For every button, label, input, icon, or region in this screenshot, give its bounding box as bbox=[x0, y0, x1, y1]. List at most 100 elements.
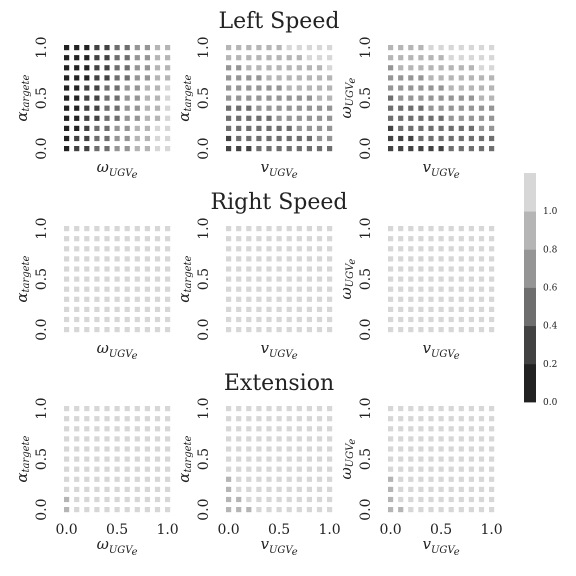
heatmap-cell bbox=[438, 115, 444, 121]
heatmap-cell bbox=[388, 236, 394, 242]
x-axis-label: vUGVe bbox=[261, 158, 298, 181]
heatmap-cell bbox=[408, 226, 414, 232]
heatmap-cell bbox=[316, 426, 323, 432]
heatmap-cell bbox=[327, 95, 333, 101]
heatmap-cell bbox=[104, 436, 110, 442]
heatmap-cell bbox=[316, 95, 323, 101]
heatmap-cell bbox=[458, 125, 464, 131]
heatmap-cell bbox=[478, 316, 485, 323]
heatmap-cell bbox=[438, 306, 444, 312]
heatmap-cell bbox=[468, 135, 474, 142]
heatmap-cell bbox=[74, 246, 80, 252]
heatmap-cell bbox=[489, 146, 495, 152]
heatmap-cell bbox=[266, 436, 272, 442]
heatmap-cell bbox=[104, 406, 110, 412]
heatmap-cell bbox=[489, 286, 495, 292]
heatmap-cell bbox=[124, 496, 130, 503]
heatmap-cell bbox=[94, 426, 100, 432]
heatmap-cell bbox=[94, 316, 100, 323]
y-tick-label: 0.5 bbox=[196, 87, 212, 109]
heatmap-cell bbox=[468, 507, 474, 513]
heatmap-cell bbox=[418, 55, 424, 61]
heatmap-cell bbox=[256, 256, 262, 262]
heatmap-cell bbox=[94, 45, 100, 51]
heatmap-cell bbox=[468, 105, 474, 111]
heatmap-cell bbox=[306, 316, 312, 323]
heatmap-cell bbox=[94, 406, 100, 412]
heatmap-cell bbox=[154, 486, 161, 492]
heatmap-cell bbox=[114, 85, 120, 91]
heatmap-cell bbox=[418, 115, 424, 121]
x-tick-label: 0.0 bbox=[379, 522, 401, 538]
heatmap-cell bbox=[316, 476, 323, 482]
heatmap-cell bbox=[74, 436, 80, 442]
y-tick-label: 0.5 bbox=[34, 268, 50, 290]
heatmap-cell bbox=[246, 146, 252, 152]
heatmap-cell bbox=[144, 246, 150, 252]
heatmap-cell bbox=[398, 316, 404, 323]
heatmap-cell bbox=[489, 55, 495, 61]
heatmap-cell bbox=[64, 296, 70, 302]
heatmap-cell bbox=[468, 456, 474, 462]
heatmap-cell bbox=[306, 456, 312, 462]
heatmap-cell bbox=[266, 95, 272, 101]
heatmap-cell bbox=[286, 95, 292, 101]
heatmap-cell bbox=[448, 276, 454, 282]
heatmap-cell bbox=[266, 306, 272, 312]
heatmap-cell bbox=[246, 266, 252, 272]
heatmap-cell bbox=[327, 256, 333, 262]
heatmap-cell bbox=[398, 466, 404, 472]
heatmap-cell bbox=[327, 496, 333, 503]
heatmap-cell bbox=[246, 296, 252, 302]
heatmap-cell bbox=[134, 55, 140, 61]
x-axis-label: ωUGVe bbox=[97, 158, 138, 181]
heatmap-cell bbox=[144, 426, 150, 432]
heatmap-cell bbox=[84, 416, 90, 422]
heatmap-cell bbox=[448, 95, 454, 101]
y-axis-label-subsubscript: e bbox=[347, 439, 358, 445]
heatmap-cell bbox=[114, 476, 120, 482]
heatmap-cell bbox=[478, 115, 485, 121]
x-axis-label: ωUGVe bbox=[97, 535, 138, 558]
heatmap-cell bbox=[276, 456, 282, 462]
heatmap-cell bbox=[134, 65, 140, 71]
heatmap-cell bbox=[246, 65, 252, 71]
heatmap-cell bbox=[306, 306, 312, 312]
heatmap-cell bbox=[144, 286, 150, 292]
heatmap-cell bbox=[144, 85, 150, 91]
heatmap-cell bbox=[286, 316, 292, 323]
heatmap-cell bbox=[306, 446, 312, 452]
heatmap-cell bbox=[286, 85, 292, 91]
heatmap-cell bbox=[438, 135, 444, 142]
heatmap-cell bbox=[256, 125, 262, 131]
heatmap-cell bbox=[418, 236, 424, 242]
heatmap-cell bbox=[418, 416, 424, 422]
heatmap-cell bbox=[388, 507, 394, 513]
heatmap-cell bbox=[276, 246, 282, 252]
heatmap-cell bbox=[408, 135, 414, 142]
heatmap-cell bbox=[398, 436, 404, 442]
heatmap-cell bbox=[74, 486, 80, 492]
heatmap-cell bbox=[489, 226, 495, 232]
heatmap-cell bbox=[266, 246, 272, 252]
heatmap-cell bbox=[64, 55, 70, 61]
heatmap-cell bbox=[266, 105, 272, 111]
heatmap-cell bbox=[448, 115, 454, 121]
heatmap-cell bbox=[327, 486, 333, 492]
heatmap-cell bbox=[165, 327, 171, 333]
heatmap-cell bbox=[388, 266, 394, 272]
heatmap-cell bbox=[134, 426, 140, 432]
heatmap-cell bbox=[114, 55, 120, 61]
y-tick-label: 1.0 bbox=[196, 217, 212, 239]
heatmap-cell bbox=[236, 286, 242, 292]
heatmap-cell bbox=[489, 416, 495, 422]
heatmap-cell bbox=[388, 476, 394, 482]
heatmap-cell bbox=[94, 125, 100, 131]
heatmap-cell bbox=[94, 306, 100, 312]
heatmap-cell bbox=[74, 146, 80, 152]
heatmap-cell bbox=[438, 446, 444, 452]
heatmap-cell bbox=[114, 135, 120, 142]
x-axis-label-subscript: UGV bbox=[109, 168, 134, 179]
heatmap-cell bbox=[256, 327, 262, 333]
heatmap-cell bbox=[94, 296, 100, 302]
